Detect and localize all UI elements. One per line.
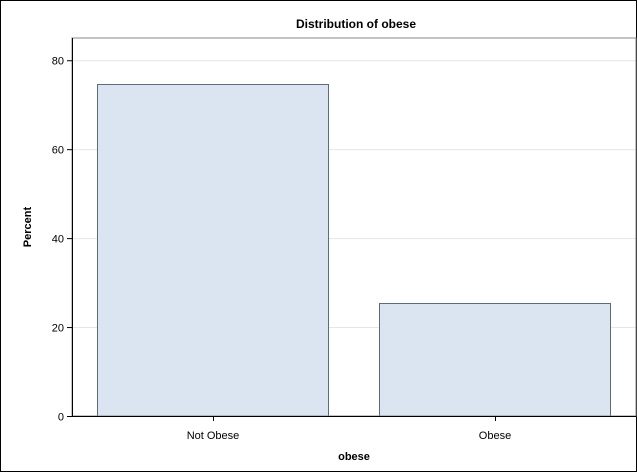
y-tick-label: 60 <box>52 145 64 157</box>
x-tick-label: Obese <box>479 430 511 442</box>
y-axis-label: Percent <box>22 206 34 247</box>
x-tick-label: Not Obese <box>187 430 240 442</box>
x-axis-ticks: Not Obese Obese <box>187 416 511 442</box>
bar <box>97 84 329 417</box>
bar <box>379 303 611 417</box>
y-tick-label: 80 <box>52 56 64 68</box>
y-tick-label: 40 <box>52 234 64 246</box>
x-axis-label: obese <box>338 451 370 463</box>
axes <box>72 38 636 417</box>
y-axis-ticks: 0 20 40 60 80 <box>52 56 72 424</box>
chart-title: Distribution of obese <box>296 17 416 31</box>
y-tick-label: 0 <box>58 412 64 424</box>
bars <box>97 84 611 417</box>
y-tick-label: 20 <box>52 323 64 335</box>
